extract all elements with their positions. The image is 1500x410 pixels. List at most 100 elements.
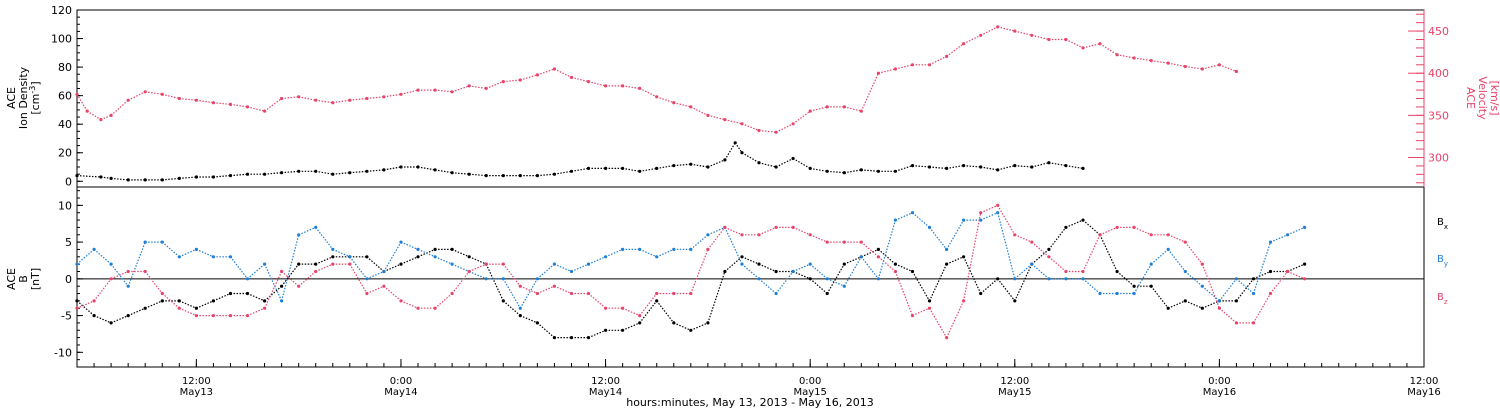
- velocity-segment: [758, 129, 777, 133]
- bx-segment: [1202, 300, 1220, 309]
- ion-density-segment: [162, 177, 180, 181]
- bx-segment: [1031, 248, 1050, 265]
- x-tick-date-label: May13: [180, 387, 213, 398]
- velocity-segment: [366, 96, 384, 100]
- by-segment: [758, 278, 777, 294]
- bz-segment: [809, 234, 828, 243]
- bx-segment: [963, 256, 982, 294]
- x-axis-title: hours:minutes, May 13, 2013 - May 16, 20…: [626, 396, 874, 409]
- ion-density-segment: [469, 173, 487, 177]
- ion-density-segment: [639, 167, 657, 172]
- ion-density-segment: [827, 170, 845, 174]
- top-left-tick-label: 0: [65, 175, 72, 188]
- top-y2label-line3: [km/s]: [1488, 80, 1500, 115]
- legend-bx: Bx: [1437, 217, 1448, 231]
- ion-density-segment: [1065, 165, 1084, 169]
- bx-segment: [520, 315, 538, 324]
- top-y2label: ACE Velocity [km/s]: [1464, 76, 1500, 120]
- top-right-tick-label: 300: [1428, 152, 1449, 165]
- ion-density-segment: [332, 172, 350, 175]
- by-segment: [639, 248, 657, 258]
- bx-segment: [878, 248, 896, 265]
- velocity-segment: [127, 91, 146, 101]
- ion-density-segment: [111, 177, 129, 181]
- bx-segment: [468, 256, 487, 265]
- by-segment: [1014, 263, 1033, 280]
- velocity-segment: [639, 87, 657, 98]
- by-segment: [76, 248, 95, 265]
- velocity-segment: [76, 93, 88, 112]
- bx-segment: [93, 315, 112, 324]
- bx-segment: [502, 300, 521, 317]
- bz-segment: [1048, 256, 1067, 272]
- velocity-segment: [1134, 57, 1152, 62]
- ticks-layer: 0 20 40 60 80 100 120 300 350 400 450 -10 -5 0 5 10 12:0…: [51, 4, 1449, 398]
- ion-density-segment: [349, 170, 367, 174]
- top-right-tick-label: 350: [1428, 109, 1449, 122]
- bx-segment: [144, 300, 163, 309]
- velocity-segment: [895, 64, 913, 70]
- velocity-segment: [349, 97, 367, 101]
- bz-segment: [1133, 226, 1152, 236]
- ion-density-point: [160, 178, 164, 182]
- velocity-segment: [196, 99, 214, 104]
- bx-segment: [1235, 278, 1254, 302]
- by-segment: [1218, 278, 1237, 302]
- bx-segment: [861, 248, 879, 258]
- bx-segment: [213, 292, 231, 302]
- velocity-segment: [247, 106, 265, 112]
- ion-density-segment: [315, 170, 333, 175]
- velocity-segment: [622, 85, 640, 89]
- bz-segment: [1014, 234, 1033, 243]
- by-segment: [519, 278, 538, 309]
- by-segment: [1167, 249, 1186, 272]
- by-segment: [400, 241, 419, 250]
- x-tick-time-label: 12:00: [591, 376, 620, 387]
- bz-segment: [110, 270, 129, 280]
- ion-density-segment: [76, 175, 101, 178]
- bx-segment: [1253, 270, 1271, 280]
- velocity-segment: [656, 96, 674, 104]
- ion-density-segment: [452, 172, 470, 175]
- ion-density-segment: [179, 176, 197, 179]
- velocity-segment: [503, 79, 521, 83]
- bz-segment: [980, 204, 998, 214]
- ion-density-segment: [554, 170, 572, 175]
- by-segment: [554, 263, 572, 273]
- bz-segment: [144, 271, 163, 294]
- top-left-tick-label: 80: [58, 61, 72, 74]
- velocity-segment: [1014, 30, 1032, 36]
- x-tick-time-label: 12:00: [182, 376, 211, 387]
- velocity-segment: [792, 110, 811, 125]
- by-segment: [434, 256, 453, 265]
- bz-segment: [639, 293, 658, 316]
- ion-density-segment: [912, 165, 930, 168]
- ion-density-point: [314, 169, 318, 173]
- bx-segment: [1082, 219, 1101, 236]
- bx-segment: [1185, 300, 1203, 309]
- bx-segment: [844, 256, 862, 265]
- by-segment: [383, 241, 402, 272]
- legend: Bx By Bz: [1437, 217, 1448, 306]
- velocity-segment: [298, 96, 316, 101]
- bx-segment: [622, 322, 640, 331]
- ion-density-point: [1047, 161, 1051, 165]
- bx-segment: [1150, 285, 1169, 309]
- bx-segment: [980, 278, 999, 294]
- data-layer: [75, 25, 1307, 340]
- bz-segment: [76, 300, 95, 309]
- bz-segment: [1167, 234, 1186, 243]
- ion-density-segment: [264, 172, 282, 175]
- by-segment: [826, 278, 845, 287]
- velocity-segment: [110, 99, 129, 116]
- by-segment: [1270, 234, 1288, 243]
- ion-density-segment: [980, 166, 998, 171]
- ion-density-point: [143, 178, 147, 182]
- bx-segment: [315, 256, 334, 265]
- bx-segment: [724, 256, 743, 272]
- ion-density-segment: [571, 167, 589, 172]
- velocity-segment: [878, 68, 896, 74]
- ion-density-segment: [673, 163, 691, 167]
- bottom-tick-label: -10: [54, 346, 72, 359]
- bx-segment: [1167, 300, 1186, 309]
